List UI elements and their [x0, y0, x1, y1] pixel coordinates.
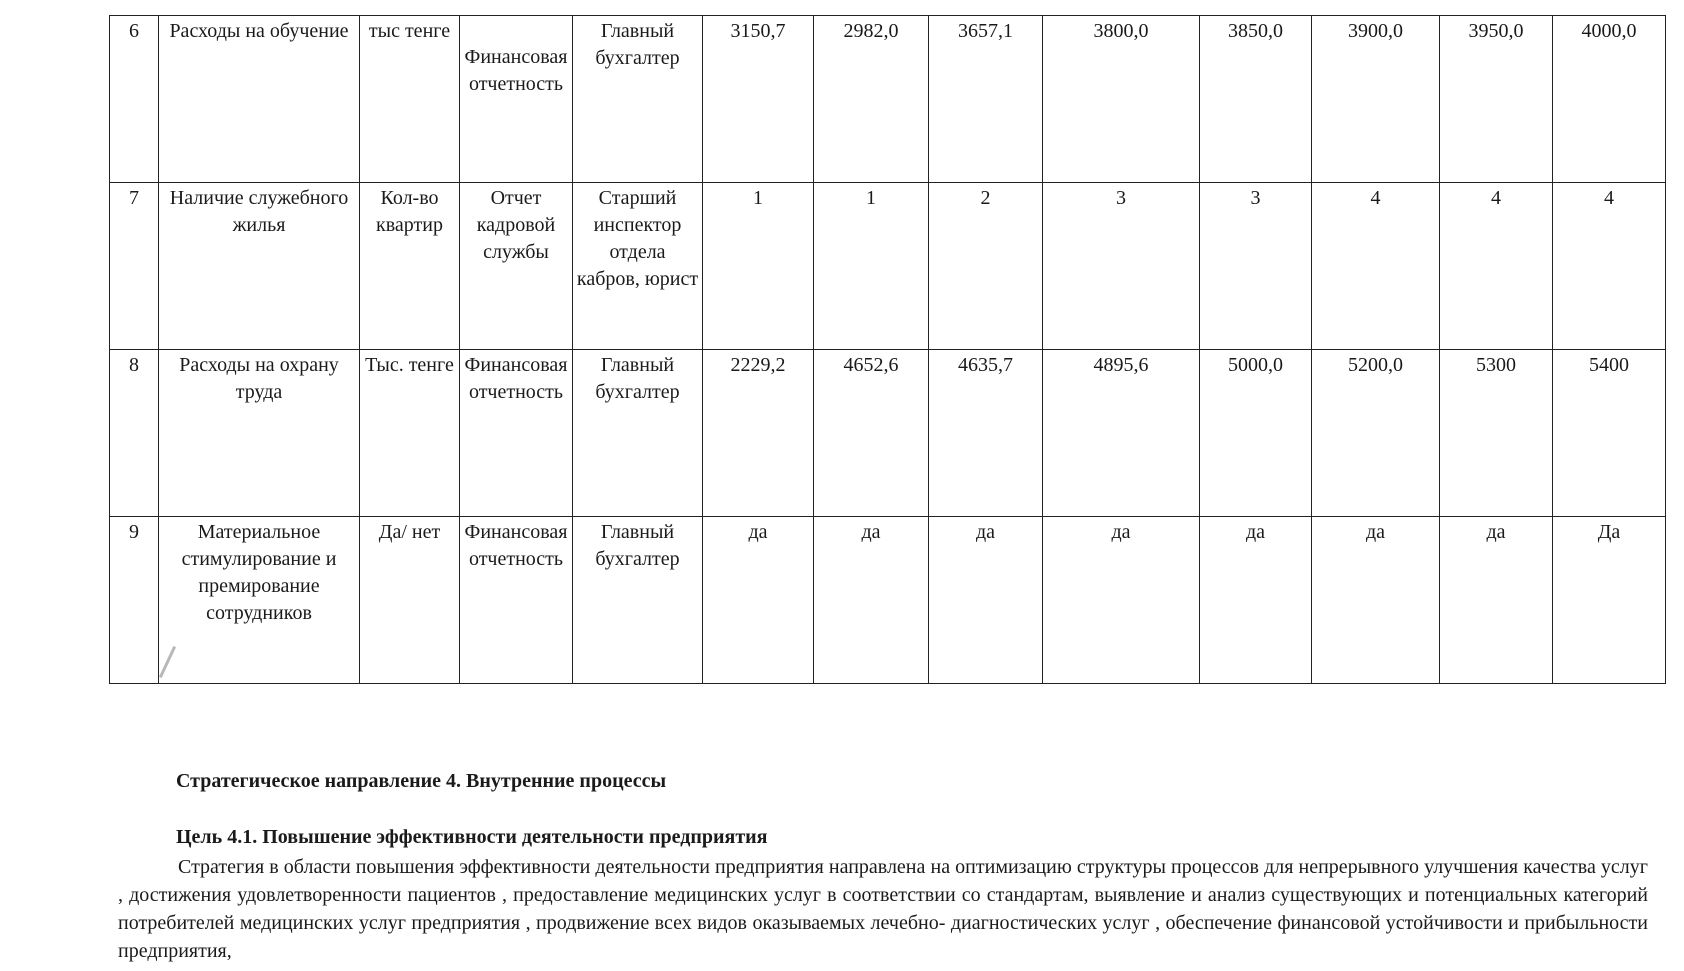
indicator-name: Расходы на обучение — [158, 15, 360, 183]
data-source: Финансовая отчетность — [459, 15, 573, 183]
value-cell: 2982,0 — [813, 15, 929, 183]
value-cell: 3950,0 — [1439, 15, 1553, 183]
table-row: 6 Расходы на обучение тыс тенге Финансовая … — [109, 15, 1666, 183]
unit: Тыс. тенге — [359, 349, 460, 517]
responsible: Главный бухгалтер — [572, 15, 703, 183]
value-cell: да — [1439, 516, 1553, 684]
value-cell: 4652,6 — [813, 349, 929, 517]
data-source: Финансовая отчетность — [459, 516, 573, 684]
value-cell: да — [1311, 516, 1440, 684]
unit: тыс тенге — [359, 15, 460, 183]
value-cell: да — [1199, 516, 1312, 684]
value-cell: 5400 — [1552, 349, 1666, 517]
value-cell: 3900,0 — [1311, 15, 1440, 183]
strategy-paragraph: Стратегия в области повышения эффективно… — [118, 853, 1648, 965]
value-cell: 4000,0 — [1552, 15, 1666, 183]
value-cell: 1 — [702, 182, 814, 350]
row-number: 6 — [109, 15, 159, 183]
value-cell: 4635,7 — [928, 349, 1043, 517]
value-cell: 4895,6 — [1042, 349, 1200, 517]
value-cell: 5300 — [1439, 349, 1553, 517]
unit: Кол-во квартир — [359, 182, 460, 350]
value-cell: 3800,0 — [1042, 15, 1200, 183]
data-source: Отчет кадровой службы — [459, 182, 573, 350]
value-cell: 1 — [813, 182, 929, 350]
value-cell: 4 — [1439, 182, 1553, 350]
value-cell: 3850,0 — [1199, 15, 1312, 183]
value-cell: 2 — [928, 182, 1043, 350]
table-row: 7 Наличие служебного жилья Кол-во квартир О… — [109, 182, 1666, 350]
indicator-name: Материальное стимулирование и премирован… — [158, 516, 360, 684]
value-cell: 3 — [1042, 182, 1200, 350]
value-cell: 5000,0 — [1199, 349, 1312, 517]
value-cell: 3657,1 — [928, 15, 1043, 183]
row-number: 7 — [109, 182, 159, 350]
goal-heading: Цель 4.1. Повышение эффективности деятел… — [176, 826, 768, 848]
responsible: Главный бухгалтер — [572, 516, 703, 684]
row-number: 8 — [109, 349, 159, 517]
value-cell: 3150,7 — [702, 15, 814, 183]
table-row: 9 Материальное стимулирование и премирова… — [109, 516, 1666, 684]
value-cell: 5200,0 — [1311, 349, 1440, 517]
table-row: 8 Расходы на охрану труда Тыс. тенге Финанс… — [109, 349, 1666, 517]
value-cell: да — [928, 516, 1043, 684]
responsible: Старший инспектор отдела кабров, юрист — [572, 182, 703, 350]
indicator-name: Наличие служебного жилья — [158, 182, 360, 350]
unit: Да/ нет — [359, 516, 460, 684]
value-cell: да — [813, 516, 929, 684]
value-cell: 3 — [1199, 182, 1312, 350]
data-source: Финансовая отчетность — [459, 349, 573, 517]
section-heading: Стратегическое направление 4. Внутренние… — [176, 770, 667, 792]
indicator-name: Расходы на охрану труда — [158, 349, 360, 517]
value-cell: да — [702, 516, 814, 684]
value-cell: 4 — [1311, 182, 1440, 350]
indicators-table: 6 Расходы на обучение тыс тенге Финансовая … — [109, 15, 1666, 684]
row-number: 9 — [109, 516, 159, 684]
responsible: Главный бухгалтер — [572, 349, 703, 517]
value-cell: Да — [1552, 516, 1666, 684]
paragraph-text: Стратегия в области повышения эффективно… — [118, 856, 1648, 962]
value-cell: да — [1042, 516, 1200, 684]
value-cell: 2229,2 — [702, 349, 814, 517]
value-cell: 4 — [1552, 182, 1666, 350]
